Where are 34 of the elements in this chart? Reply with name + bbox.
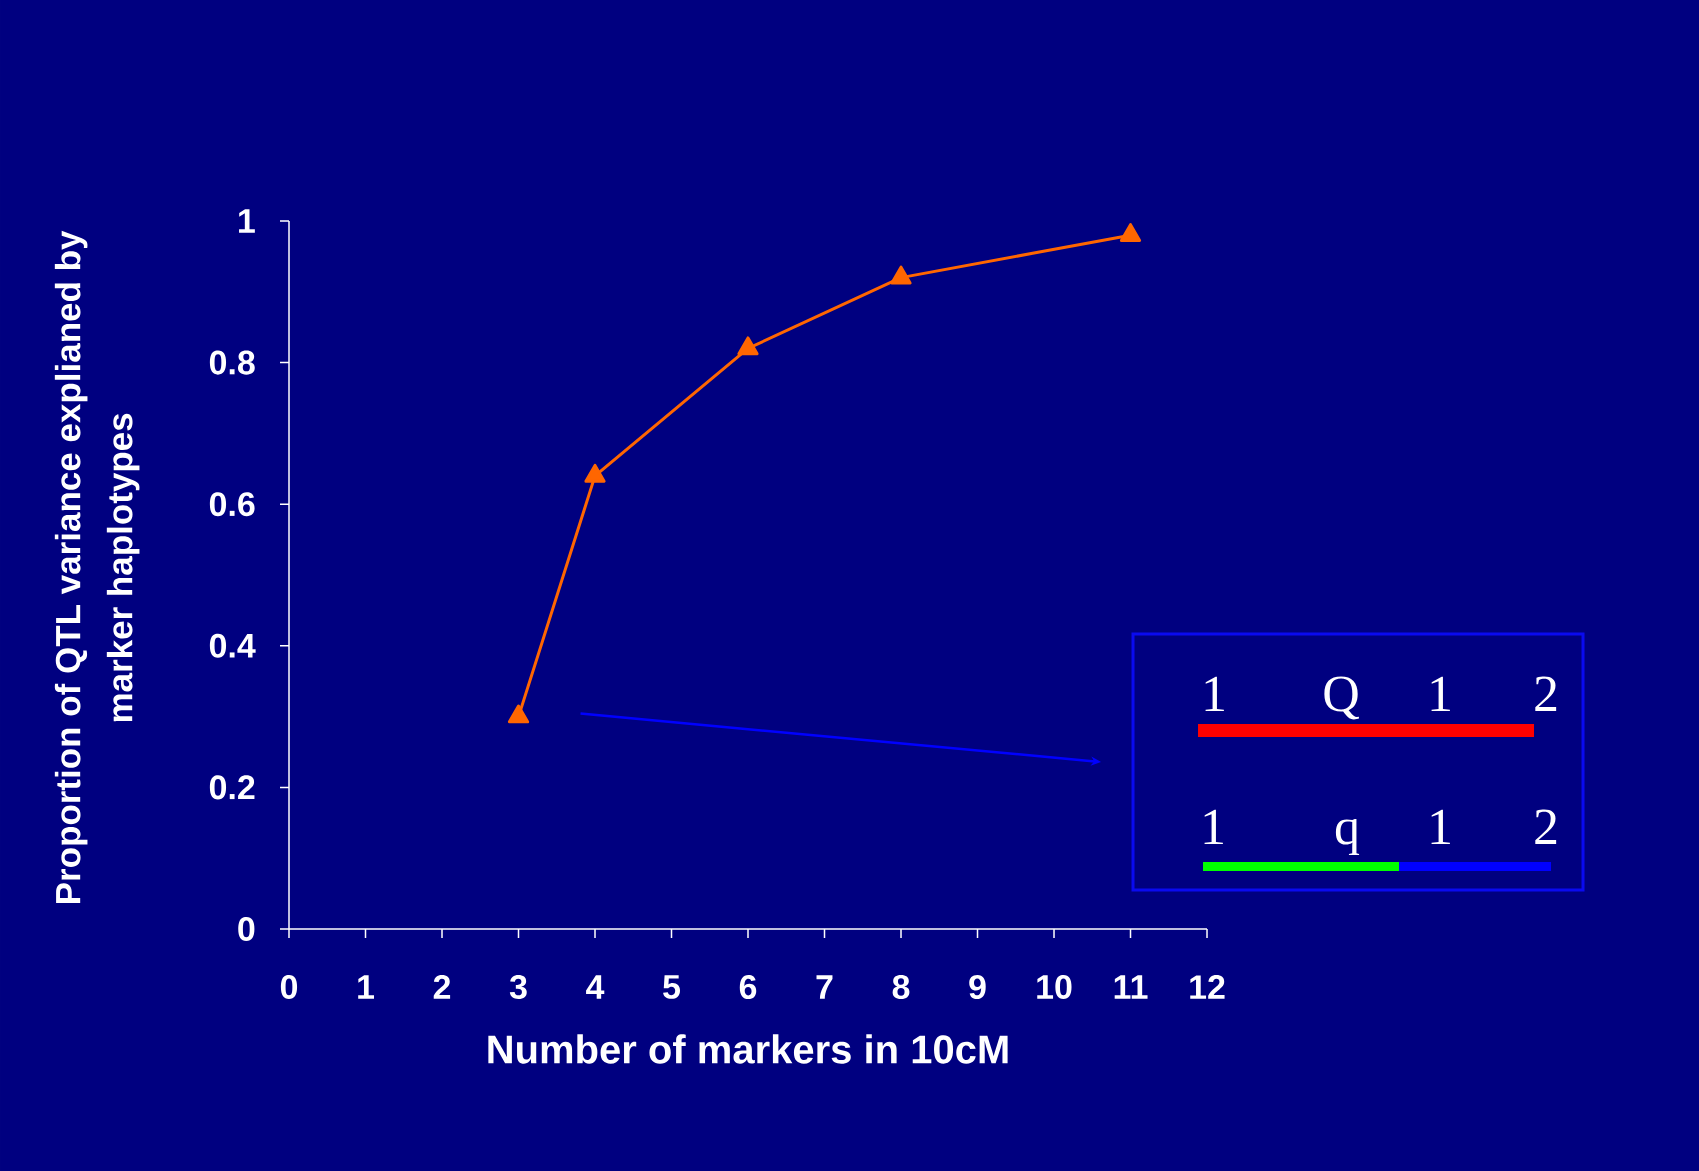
x-tick-label: 0 [280,974,298,1000]
x-tick-label: 3 [509,974,527,1000]
annotation: 1 [1205,676,1224,711]
text: 1 [1431,809,1450,844]
y-tick-label: 0.8 [209,350,255,375]
annotation: 1 [1204,809,1223,844]
y-tick-label: 0 [238,916,255,942]
text: 2 [1535,676,1557,711]
point [890,265,912,285]
x-tick-label: 2 [433,975,451,999]
point [584,463,606,483]
point [1119,223,1142,242]
x-tick-label: 9 [969,974,986,1000]
x-tick-label: 7 [816,975,833,999]
y-tick-label: 0.2 [209,775,255,800]
x-tick-label: 12 [1190,975,1225,999]
x-tick-label: 8 [892,974,910,1000]
x-tick-label: 1 [358,975,375,999]
y-axis-title: Proportion of QTL variance explianed by marker haplotypes [54,230,140,904]
x-tick-label: 4 [586,975,605,999]
x-tick-label: 11 [1114,975,1148,999]
y-tick-label: 0.6 [209,492,255,517]
x-tick-label: 5 [663,975,681,999]
y-tick-label: 0.4 [209,633,256,658]
point [737,336,759,356]
y-tick-label: 1 [239,209,255,233]
point [507,704,530,724]
x-axis-title: Number of markers in 10cM [488,1034,1008,1064]
text: Q [1324,676,1359,720]
x-tick-label: 6 [739,974,757,1000]
text: 1 [1431,676,1450,711]
x-tick-label: 10 [1037,974,1072,1000]
text: q [1335,818,1360,856]
text: 2 [1535,809,1557,844]
